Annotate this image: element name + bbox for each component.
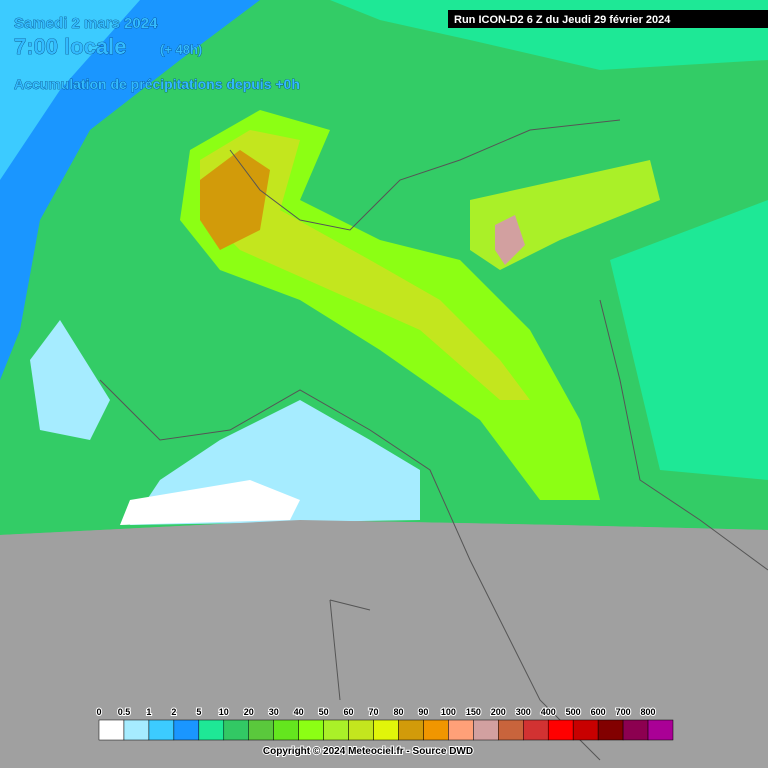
lead-time: (+ 48h): [160, 42, 202, 57]
date: Samedi 2 mars 2024: [14, 15, 158, 32]
precip-blue: [0, 0, 260, 380]
legend-swatch: [98, 719, 125, 741]
legend-swatch: [273, 719, 299, 741]
borders: [99, 119, 768, 761]
legend-swatch: [423, 719, 449, 741]
precip-peak: [495, 215, 525, 265]
legend-swatch: [398, 719, 424, 741]
legend-label: 90: [418, 707, 428, 717]
legend-swatch: [373, 719, 399, 741]
legend: 0 0.5 1 2 5 10 20 30 40 50 60 70 80 90 100 150 200 300 400…: [95, 706, 674, 741]
legend-label: 500: [566, 707, 581, 717]
legend-label: 700: [616, 707, 631, 717]
legend-label: 5: [196, 707, 201, 717]
legend-swatch: [248, 719, 274, 741]
legend-label: 10: [219, 707, 229, 717]
legend-label: 40: [294, 707, 304, 717]
run-info: Run ICON-D2 6 Z du Jeudi 29 février 2024: [454, 14, 671, 26]
legend-label: 150: [466, 707, 481, 717]
copyright: Copyright © 2024 Meteociel.fr - Source D…: [263, 746, 473, 757]
legend-label: 30: [269, 707, 279, 717]
precip-white: [120, 480, 300, 525]
out-of-domain: [0, 520, 768, 768]
legend-label: 2: [171, 707, 176, 717]
legend-swatch: [448, 719, 474, 741]
precip-orange: [200, 150, 270, 250]
product: Accumulation de précipitations depuis +0…: [14, 76, 300, 92]
legend-swatch: [223, 719, 249, 741]
legend-label: 20: [244, 707, 254, 717]
legend-label: 60: [344, 707, 354, 717]
legend-label: 0.5: [118, 707, 131, 717]
legend-label: 70: [369, 707, 379, 717]
legend-swatch: [198, 719, 225, 741]
precip-light: [0, 0, 140, 180]
legend-label: 80: [393, 707, 403, 717]
legend-label: 600: [591, 707, 606, 717]
legend-swatch: [348, 719, 374, 741]
time: 7:00 locale: [14, 34, 127, 59]
legend-label: 50: [319, 707, 329, 717]
legend-swatch: [473, 719, 499, 741]
legend-label: 300: [516, 707, 531, 717]
legend-swatch: [622, 719, 649, 741]
precip-light-west: [30, 320, 110, 440]
run-banner: [448, 10, 768, 28]
legend-swatch: [547, 719, 574, 741]
legend-swatch: [173, 719, 200, 741]
legend-label: 200: [491, 707, 506, 717]
legend-label: 100: [441, 707, 456, 717]
legend-swatch: [148, 719, 175, 741]
legend-label: 1: [146, 707, 151, 717]
legend-swatch: [597, 719, 624, 741]
legend-swatch: [498, 719, 524, 741]
legend-swatch: [647, 719, 674, 741]
legend-swatch: [123, 719, 150, 741]
precip-teal-east: [610, 200, 768, 480]
precip-yellow: [200, 130, 530, 400]
legend-label: 0: [96, 707, 101, 717]
legend-label: 400: [541, 707, 556, 717]
legend-swatch: [323, 719, 349, 741]
legend-swatch: [523, 719, 549, 741]
legend-swatch: [298, 719, 324, 741]
legend-swatch: [572, 719, 599, 741]
legend-label: 800: [641, 707, 656, 717]
